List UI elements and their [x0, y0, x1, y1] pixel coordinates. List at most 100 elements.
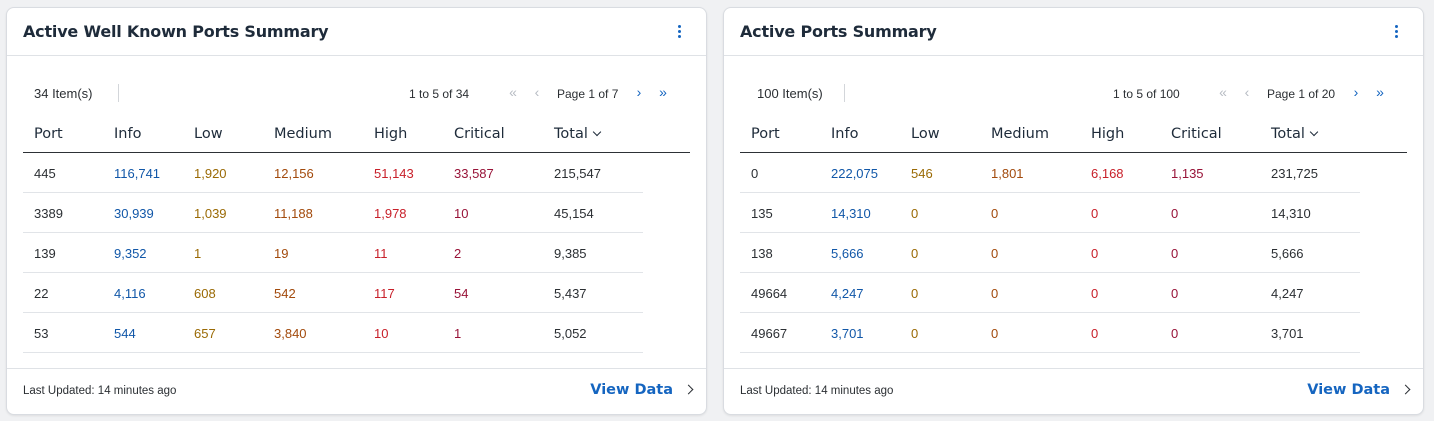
table-row: 139 9,352 1 19 11 2 9,385 — [23, 233, 643, 273]
more-options-icon[interactable] — [676, 25, 682, 39]
col-header-low[interactable]: Low — [194, 126, 223, 142]
cell-total: 4,247 — [1271, 286, 1304, 301]
cell-port: 135 — [751, 206, 773, 221]
table-row: 0 222,075 546 1,801 6,168 1,135 231,725 — [740, 153, 1360, 193]
cell-low: 0 — [911, 286, 919, 301]
col-header-total[interactable]: Total — [1271, 126, 1319, 142]
col-header-port[interactable]: Port — [751, 126, 780, 142]
col-header-high[interactable]: High — [1091, 126, 1125, 142]
table-row: 53 544 657 3,840 10 1 5,052 — [23, 313, 643, 353]
more-options-icon[interactable] — [1393, 25, 1399, 39]
divider — [118, 84, 119, 102]
card-header: Active Ports Summary — [724, 8, 1423, 56]
cell-info[interactable]: 5,666 — [831, 246, 864, 261]
card-title: Active Ports Summary — [740, 22, 937, 41]
cell-port: 0 — [751, 166, 759, 181]
cell-info[interactable]: 14,310 — [831, 206, 871, 221]
cell-info[interactable]: 4,247 — [831, 286, 864, 301]
cell-low: 546 — [911, 166, 933, 181]
cell-medium: 11,188 — [274, 206, 313, 221]
col-header-high[interactable]: High — [374, 126, 408, 142]
cell-low: 608 — [194, 286, 216, 301]
cell-info[interactable]: 9,352 — [114, 246, 147, 261]
cell-low: 1 — [194, 246, 202, 261]
cell-port: 49667 — [751, 326, 788, 341]
first-page-icon[interactable]: « — [509, 84, 517, 100]
table-row: 22 4,116 608 542 117 54 5,437 — [23, 273, 643, 313]
card-header: Active Well Known Ports Summary — [7, 8, 706, 56]
cell-port: 49664 — [751, 286, 788, 301]
cell-critical: 33,587 — [454, 166, 494, 181]
cell-info[interactable]: 4,116 — [114, 286, 146, 301]
prev-page-icon[interactable]: ‹ — [534, 84, 540, 100]
cell-medium: 0 — [991, 286, 999, 301]
cell-medium: 542 — [274, 286, 296, 301]
cell-port: 3389 — [34, 206, 63, 221]
cell-port: 53 — [34, 326, 49, 341]
cell-high: 0 — [1091, 326, 1099, 341]
page-indicator: Page 1 of 7 — [557, 87, 619, 101]
cell-total: 231,725 — [1271, 166, 1318, 181]
col-header-port[interactable]: Port — [34, 126, 63, 142]
cell-port: 138 — [751, 246, 773, 261]
cell-total: 9,385 — [554, 246, 587, 261]
col-header-total[interactable]: Total — [554, 126, 602, 142]
divider — [844, 84, 845, 102]
cell-info[interactable]: 30,939 — [114, 206, 154, 221]
cell-low: 0 — [911, 326, 919, 341]
first-page-icon[interactable]: « — [1219, 84, 1227, 100]
col-header-low[interactable]: Low — [911, 126, 940, 142]
cell-total: 14,310 — [1271, 206, 1311, 221]
cell-info[interactable]: 544 — [114, 326, 136, 341]
next-page-icon[interactable]: › — [636, 84, 642, 100]
card-title: Active Well Known Ports Summary — [23, 22, 329, 41]
cell-critical: 1 — [454, 326, 462, 341]
cell-low: 1,920 — [194, 166, 227, 181]
cell-medium: 0 — [991, 246, 999, 261]
view-data-link[interactable]: View Data — [590, 382, 694, 398]
table-row: 49667 3,701 0 0 0 0 3,701 — [740, 313, 1360, 353]
cell-high: 11 — [374, 246, 388, 261]
col-header-info[interactable]: Info — [114, 126, 142, 142]
table-toolbar: 34 Item(s) 1 to 5 of 34 « ‹ Page 1 of 7 … — [7, 84, 706, 106]
range-label: 1 to 5 of 100 — [1113, 87, 1180, 101]
cell-medium: 19 — [274, 246, 289, 261]
cell-info[interactable]: 222,075 — [831, 166, 878, 181]
cell-medium: 0 — [991, 326, 999, 341]
last-page-icon[interactable]: » — [1376, 84, 1384, 100]
col-header-total-label: Total — [554, 126, 588, 142]
col-header-medium[interactable]: Medium — [274, 126, 332, 142]
cell-critical: 0 — [1171, 206, 1179, 221]
col-header-medium[interactable]: Medium — [991, 126, 1049, 142]
cell-high: 1,978 — [374, 206, 407, 221]
cell-low: 0 — [911, 246, 919, 261]
cell-port: 22 — [34, 286, 49, 301]
col-header-info[interactable]: Info — [831, 126, 859, 142]
cell-total: 5,666 — [1271, 246, 1304, 261]
cell-medium: 12,156 — [274, 166, 314, 181]
col-header-critical[interactable]: Critical — [454, 126, 505, 142]
last-updated: Last Updated: 14 minutes ago — [740, 385, 894, 397]
cell-low: 657 — [194, 326, 216, 341]
table-header: Port Info Low Medium High Critical Total — [740, 122, 1407, 153]
last-updated: Last Updated: 14 minutes ago — [23, 385, 177, 397]
last-page-icon[interactable]: » — [659, 84, 667, 100]
col-header-total-label: Total — [1271, 126, 1305, 142]
cell-critical: 0 — [1171, 326, 1179, 341]
page-indicator: Page 1 of 20 — [1267, 87, 1336, 101]
cell-high: 0 — [1091, 206, 1099, 221]
cell-total: 3,701 — [1271, 326, 1304, 341]
col-header-critical[interactable]: Critical — [1171, 126, 1222, 142]
table-row: 49664 4,247 0 0 0 0 4,247 — [740, 273, 1360, 313]
cell-info[interactable]: 3,701 — [831, 326, 864, 341]
cell-total: 45,154 — [554, 206, 594, 221]
cell-total: 215,547 — [554, 166, 601, 181]
next-page-icon[interactable]: › — [1353, 84, 1359, 100]
cell-total: 5,437 — [554, 286, 587, 301]
chevron-right-icon — [1400, 384, 1411, 395]
view-data-link[interactable]: View Data — [1307, 382, 1411, 398]
cell-critical: 0 — [1171, 246, 1179, 261]
prev-page-icon[interactable]: ‹ — [1244, 84, 1250, 100]
cell-info[interactable]: 116,741 — [114, 166, 161, 181]
cell-total: 5,052 — [554, 326, 587, 341]
